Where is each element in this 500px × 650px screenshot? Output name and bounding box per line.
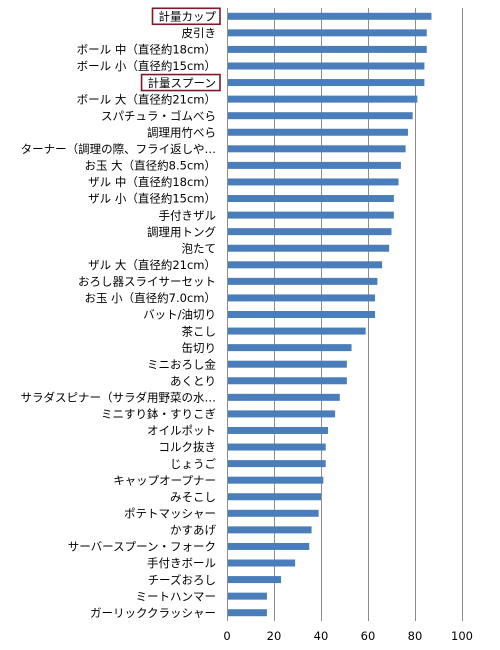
bar: [228, 327, 366, 335]
category-label: スパチュラ・ゴムべら: [101, 109, 216, 123]
category-label: じょうご: [170, 457, 216, 471]
bar: [228, 609, 267, 617]
bar: [228, 426, 329, 434]
category-label: 調理用トング: [147, 225, 216, 239]
category-label: 手付きザル: [159, 208, 217, 222]
bar: [228, 261, 383, 269]
category-label: ミートハンマー: [136, 589, 217, 603]
category-label: お玉 小（直径約7.0cm）: [85, 291, 216, 305]
bar: [228, 29, 427, 37]
bar: [228, 195, 394, 203]
bar: [228, 410, 336, 418]
x-tick-label: 20: [267, 629, 282, 643]
bar: [228, 211, 394, 219]
category-label: ボール 中（直径約18cm）: [77, 43, 216, 57]
bar: [228, 145, 406, 153]
category-label: コルク抜き: [159, 440, 217, 454]
bar: [228, 576, 282, 584]
category-label: おろし器スライサーセット: [78, 275, 216, 289]
x-tick-label: 40: [314, 629, 329, 643]
category-label: ザル 中（直径約18cm）: [88, 175, 216, 189]
bar: [228, 542, 310, 550]
bar: [228, 79, 425, 87]
category-label: 缶切り: [182, 341, 217, 355]
category-label: ボール 大（直径約21cm）: [77, 92, 216, 106]
bar: [228, 460, 326, 468]
category-label: ポテトマッシャー: [124, 507, 216, 521]
bar: [228, 509, 319, 517]
bar: [228, 178, 399, 186]
category-label: 計量カップ: [159, 9, 217, 23]
bar: [228, 277, 378, 285]
category-label: ボール 小（直径約15cm）: [77, 59, 216, 73]
x-tick-label: 100: [451, 629, 473, 643]
category-label: 手付きボール: [147, 556, 216, 570]
bar: [228, 294, 376, 302]
bar: [228, 526, 312, 534]
category-label: かすあげ: [170, 523, 216, 537]
x-tick-label: 60: [361, 629, 376, 643]
highlight-box: [140, 73, 221, 92]
category-label: 泡たて: [182, 241, 217, 255]
category-label: サーバースプーン・フォーク: [68, 540, 216, 554]
category-label: オイルポット: [147, 424, 216, 438]
category-label: 皮引き: [182, 26, 217, 40]
bar: [228, 12, 432, 20]
category-label: 茶こし: [182, 324, 217, 338]
bar: [228, 45, 427, 53]
category-label: キャップオープナー: [113, 473, 216, 487]
category-label: あくとり: [170, 374, 216, 388]
bar: [228, 476, 324, 484]
category-label: 調理用竹べら: [147, 125, 216, 139]
category-label: ターナー（調理の際、フライ返しや…: [21, 142, 216, 156]
highlight-box: [151, 7, 221, 26]
bar: [228, 161, 401, 169]
bar: [228, 360, 347, 368]
category-label: ガーリッククラッシャー: [90, 606, 216, 620]
bar: [228, 393, 340, 401]
bar: [228, 311, 376, 318]
bar: [228, 112, 413, 120]
category-label: バット/油切り: [143, 308, 216, 322]
category-label: ザル 小（直径約15cm）: [88, 192, 216, 206]
category-label: みそこし: [170, 490, 216, 504]
bars: [228, 12, 432, 617]
bar: [228, 244, 390, 252]
bar: [228, 95, 418, 103]
category-label: ミニすり鉢・すりこぎ: [101, 407, 216, 421]
category-label: 計量スプーン: [148, 76, 216, 90]
category-label: チーズおろし: [148, 573, 216, 587]
x-tick-labels: 0 20 40 60 80 100: [223, 629, 473, 643]
category-label: ザル 大（直径約21cm）: [88, 258, 216, 272]
x-tick-label: 80: [408, 629, 423, 643]
category-label: ミニおろし金: [147, 357, 216, 371]
bar: [228, 128, 408, 136]
x-tick-label: 0: [223, 629, 230, 643]
bar: [228, 559, 296, 567]
bar: [228, 377, 347, 385]
bar: [228, 443, 326, 451]
category-label: お玉 大（直径約8.5cm）: [85, 159, 216, 173]
bar: [228, 493, 321, 501]
bar: [228, 62, 425, 70]
bar: [228, 344, 352, 352]
category-label: サラダスピナー（サラダ用野菜の水…: [21, 391, 217, 405]
bar: [228, 228, 392, 236]
bar: [228, 592, 267, 600]
